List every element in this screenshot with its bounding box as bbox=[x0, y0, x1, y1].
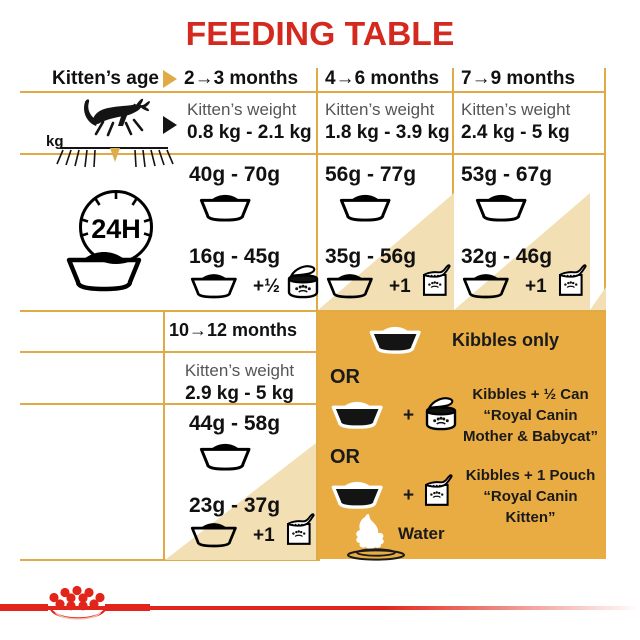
svg-text:24H: 24H bbox=[91, 214, 141, 244]
